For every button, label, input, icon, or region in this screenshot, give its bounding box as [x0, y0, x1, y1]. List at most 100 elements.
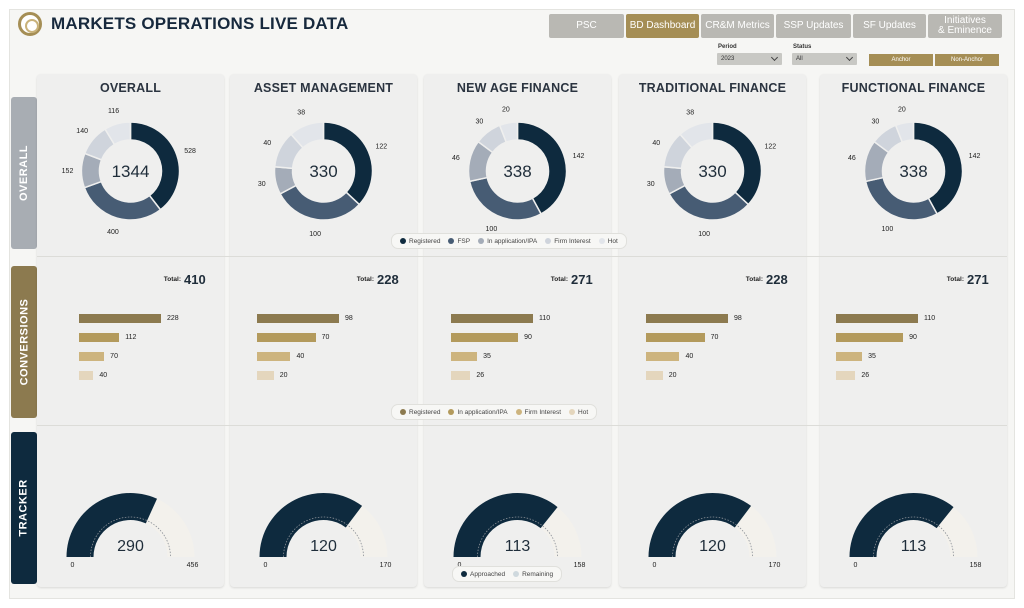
conversion-bar-value: 40: [99, 372, 108, 379]
tab-initiatives-eminence[interactable]: Initiatives & Eminence: [928, 14, 1002, 38]
gauge-approached-arc[interactable]: [849, 493, 954, 557]
conversion-bar-value: 35: [483, 353, 491, 360]
legend-dot: [448, 409, 455, 415]
row-label-tracker: TRACKER: [11, 432, 37, 584]
conversion-bar[interactable]: [79, 352, 105, 361]
donut-slice-hot[interactable]: [498, 121, 519, 144]
gauge-remaining-arc[interactable]: [540, 507, 582, 557]
donut-slice-registered[interactable]: [912, 121, 964, 215]
conversions-total-value: 228: [377, 272, 399, 287]
gauge-value: 120: [310, 538, 337, 555]
conversion-bar[interactable]: [257, 371, 274, 380]
tab-bd-dashboard[interactable]: BD Dashboard: [626, 14, 699, 38]
donut-total: 330: [309, 162, 337, 181]
column-title: ASSET MANAGEMENT: [253, 81, 394, 95]
non-anchor-button[interactable]: Non-Anchor: [935, 54, 999, 66]
gauge-approached-arc[interactable]: [453, 493, 558, 557]
conversion-bar[interactable]: [646, 371, 663, 380]
conversion-bar[interactable]: [646, 314, 728, 323]
donut-slice-label: 30: [475, 118, 483, 125]
page-title: MARKETS OPERATIONS LIVE DATA: [51, 14, 349, 33]
conversion-bar[interactable]: [79, 333, 120, 342]
conversion-bar[interactable]: [451, 352, 478, 361]
anchor-button-label: Anchor: [891, 57, 911, 63]
column-panel: ASSET MANAGEMENT 122 100 30 40 38 330 Total: 228…: [230, 74, 417, 587]
conversions-total-value: 271: [571, 272, 593, 287]
conversion-bar-value: 98: [734, 315, 742, 322]
conversion-bar-value: 40: [296, 353, 305, 360]
donut-chart: 142 100 46 30 20 338: [848, 107, 980, 233]
legend-label: Registered: [409, 408, 441, 416]
period-select[interactable]: 2023: [717, 53, 782, 65]
column-panel: OVERALL 528 400 152 140 116 1344 Total: 410 228 11…: [37, 74, 224, 587]
conversion-bar[interactable]: [836, 352, 863, 361]
conversion-bar[interactable]: [451, 314, 533, 323]
gauge-guide-line: [90, 516, 171, 558]
tracker-gauge: 120 0 170: [648, 493, 781, 569]
tracker-gauge: 290 0 456: [66, 493, 198, 569]
tab-label: PSC: [576, 20, 597, 31]
column-title: OVERALL: [99, 81, 162, 95]
legend-label: Registered: [409, 237, 441, 245]
donut-slice-registered[interactable]: [516, 121, 568, 215]
band-divider: [37, 425, 1007, 426]
donut-slice-hot[interactable]: [104, 121, 132, 146]
gauge-max-label: 170: [769, 562, 781, 569]
tab-psc[interactable]: PSC: [549, 14, 624, 38]
tab-crm-metrics[interactable]: CR&M Metrics: [701, 14, 774, 38]
conversion-bar[interactable]: [79, 371, 94, 380]
conversion-bar[interactable]: [646, 333, 705, 342]
period-filter-label: Period: [718, 44, 737, 50]
donut-total: 338: [899, 162, 927, 181]
row-label-text: CONVERSIONS: [18, 298, 31, 386]
gauge-remaining-arc[interactable]: [345, 505, 388, 557]
gauge-approached-arc[interactable]: [259, 493, 363, 557]
tab-ssp-updates[interactable]: SSP Updates: [776, 14, 851, 38]
donut-slice-hot[interactable]: [290, 121, 325, 149]
donut-chart: 142 100 46 30 20 338: [452, 107, 584, 233]
donut-slice-label: 20: [502, 107, 510, 114]
conversions-total-value: 410: [184, 272, 206, 287]
column-title: TRADITIONAL FINANCE: [638, 81, 787, 95]
gauge-min-label: 0: [71, 562, 75, 569]
conversion-bar[interactable]: [257, 333, 316, 342]
gauge-remaining-arc[interactable]: [145, 498, 195, 557]
conversion-bar[interactable]: [836, 371, 856, 380]
conversion-bar[interactable]: [79, 314, 161, 323]
donut-slice-label: 46: [848, 155, 856, 162]
donut-total: 330: [698, 162, 726, 181]
donut-slice-label: 140: [76, 128, 88, 135]
period-select-value: 2023: [721, 56, 735, 62]
conversion-bar[interactable]: [257, 314, 339, 323]
legend-label: Hot: [578, 408, 589, 416]
status-select[interactable]: All: [792, 53, 857, 65]
conversion-bar[interactable]: [451, 333, 519, 342]
donut-slice-hot[interactable]: [894, 121, 915, 144]
gauge-min-label: 0: [264, 562, 268, 569]
conversion-bar[interactable]: [646, 352, 680, 361]
conversion-bar-value: 26: [476, 372, 485, 379]
column-panel: TRADITIONAL FINANCE 122 100 30 40 38 330 Total:…: [619, 74, 806, 587]
donut-slice-fsp[interactable]: [83, 180, 162, 221]
legend-label: FSP: [457, 237, 471, 245]
conversions-total-label: Total:: [745, 276, 763, 283]
donut-slice-label: 100: [486, 226, 498, 233]
gauge-remaining-arc[interactable]: [936, 507, 978, 557]
conversion-bar[interactable]: [836, 314, 918, 323]
tab-sf-updates[interactable]: SF Updates: [853, 14, 926, 38]
gauge-guide-line: [477, 516, 558, 558]
legend-dot: [400, 238, 406, 244]
legend-label: Firm Interest: [524, 408, 562, 416]
donut-slice-hot[interactable]: [679, 121, 714, 149]
legend-item-hot: Hot: [569, 409, 588, 416]
gauge-remaining-arc[interactable]: [734, 505, 777, 557]
anchor-button[interactable]: Anchor: [869, 54, 933, 66]
conversion-bar[interactable]: [836, 333, 904, 342]
conversion-bar[interactable]: [451, 371, 471, 380]
conversion-bar-value: 20: [279, 372, 288, 379]
gauge-approached-arc[interactable]: [66, 493, 158, 557]
donut-slice-fsp[interactable]: [468, 176, 543, 221]
conversion-bar[interactable]: [257, 352, 291, 361]
donut-slice-fsp[interactable]: [864, 176, 939, 221]
gauge-approached-arc[interactable]: [648, 493, 752, 557]
